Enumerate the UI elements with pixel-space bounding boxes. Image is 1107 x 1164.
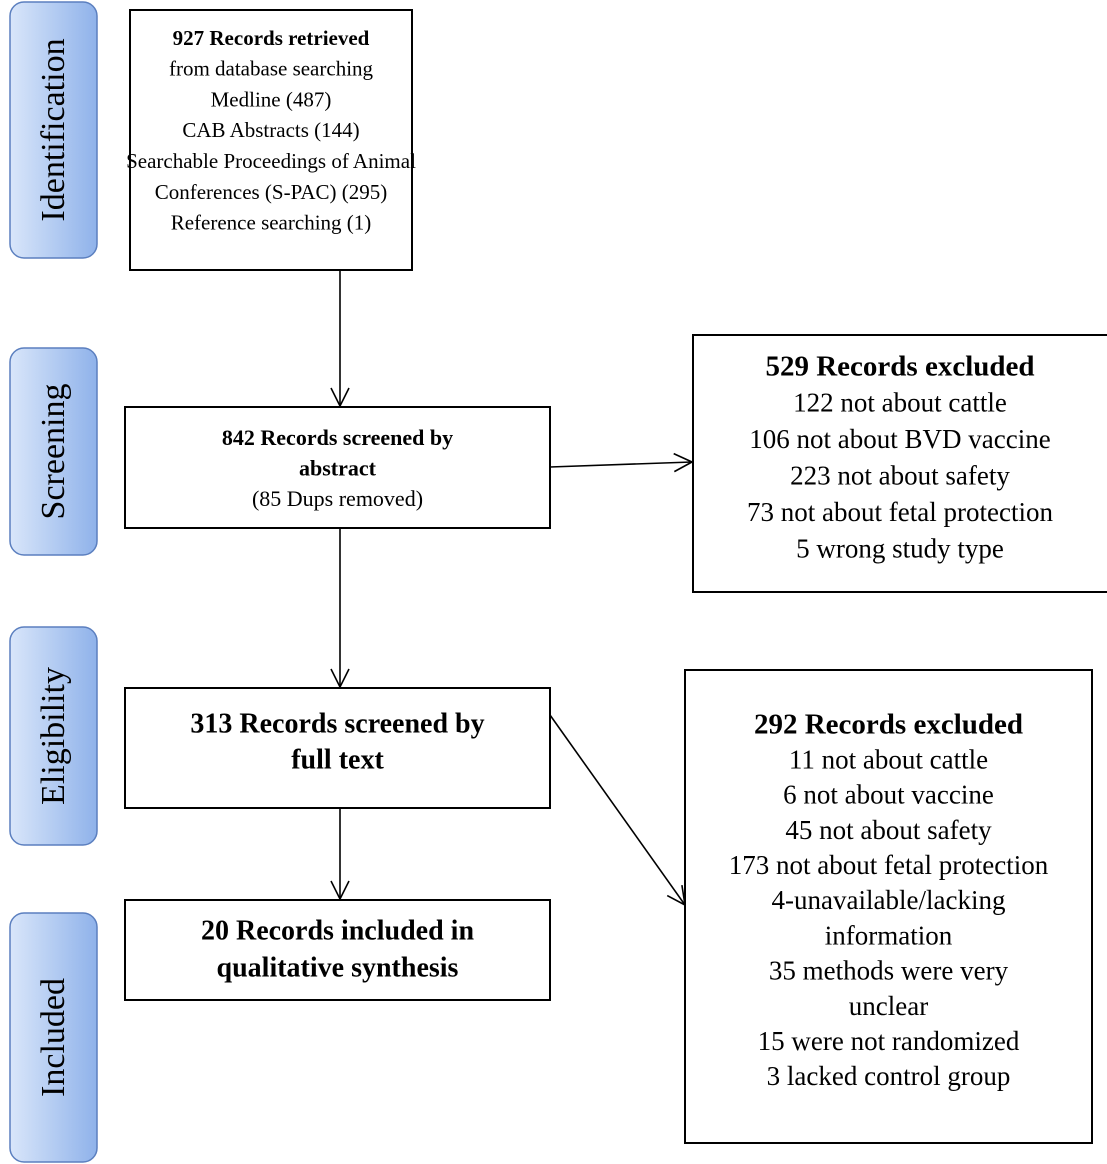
box-text: 223 not about safety bbox=[790, 461, 1010, 491]
box-text: CAB Abstracts (144) bbox=[182, 118, 359, 142]
box bbox=[124, 406, 551, 529]
box-title: full text bbox=[291, 744, 384, 775]
box-text: information bbox=[825, 920, 953, 950]
stage-label: Screening bbox=[35, 384, 72, 520]
stage-label: Included bbox=[35, 978, 72, 1097]
box-text: 5 wrong study type bbox=[796, 534, 1004, 564]
box-text: 122 not about cattle bbox=[793, 388, 1007, 418]
box-text: 173 not about fetal protection bbox=[729, 850, 1049, 880]
box-text: (85 Dups removed) bbox=[252, 486, 423, 511]
stage-tab bbox=[9, 626, 98, 846]
box bbox=[692, 334, 1107, 593]
box-text: from database searching bbox=[169, 57, 374, 81]
box-text: 106 not about BVD vaccine bbox=[749, 424, 1050, 454]
box-title: 292 Records excluded bbox=[754, 709, 1023, 741]
box-text: Conferences (S-PAC) (295) bbox=[155, 180, 388, 204]
stage-label: Eligibility bbox=[35, 667, 72, 805]
box-text: Medline (487) bbox=[211, 87, 332, 111]
stage-tab bbox=[9, 912, 98, 1163]
stage-tab bbox=[9, 347, 98, 556]
box bbox=[124, 899, 551, 1001]
box bbox=[684, 669, 1093, 1144]
box-text: 4-unavailable/lacking bbox=[772, 885, 1006, 915]
box-text: Searchable Proceedings of Animal bbox=[126, 149, 416, 173]
box-text: 73 not about fetal protection bbox=[747, 497, 1053, 527]
box-title: 529 Records excluded bbox=[765, 351, 1034, 383]
box-text: 3 lacked control group bbox=[767, 1061, 1011, 1091]
box bbox=[129, 9, 413, 271]
arrow bbox=[549, 462, 692, 467]
box-title: 842 Records screened by bbox=[222, 425, 453, 450]
stage-label: Identification bbox=[35, 38, 72, 221]
box-text: 35 methods were very bbox=[769, 956, 1009, 986]
box-title: abstract bbox=[299, 456, 377, 481]
box-title: 927 Records retrieved bbox=[173, 26, 370, 50]
box-title: 313 Records screened by bbox=[190, 708, 484, 739]
box-text: 45 not about safety bbox=[785, 815, 992, 845]
arrows bbox=[340, 270, 692, 905]
box-title: qualitative synthesis bbox=[217, 952, 459, 983]
box-text: 15 were not randomized bbox=[758, 1026, 1020, 1056]
arrow bbox=[549, 714, 685, 905]
box-text: 11 not about cattle bbox=[789, 744, 988, 774]
stage-tab bbox=[9, 1, 98, 259]
box-text: Reference searching (1) bbox=[171, 211, 372, 235]
box bbox=[124, 687, 551, 809]
box-text: 6 not about vaccine bbox=[783, 780, 994, 810]
box-title: 20 Records included in bbox=[201, 915, 474, 946]
box-text: unclear bbox=[849, 991, 928, 1021]
